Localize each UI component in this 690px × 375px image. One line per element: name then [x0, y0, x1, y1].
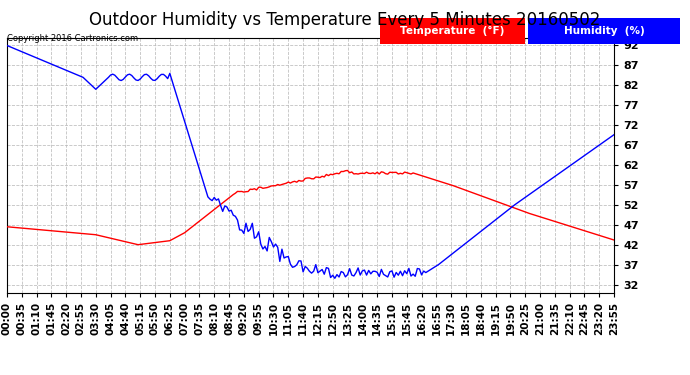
Text: Humidity  (%): Humidity (%): [564, 26, 644, 36]
Text: Temperature  (°F): Temperature (°F): [400, 26, 504, 36]
Text: Copyright 2016 Cartronics.com: Copyright 2016 Cartronics.com: [7, 34, 138, 43]
Text: Outdoor Humidity vs Temperature Every 5 Minutes 20160502: Outdoor Humidity vs Temperature Every 5 …: [89, 11, 601, 29]
FancyBboxPatch shape: [529, 18, 680, 44]
FancyBboxPatch shape: [380, 18, 525, 44]
